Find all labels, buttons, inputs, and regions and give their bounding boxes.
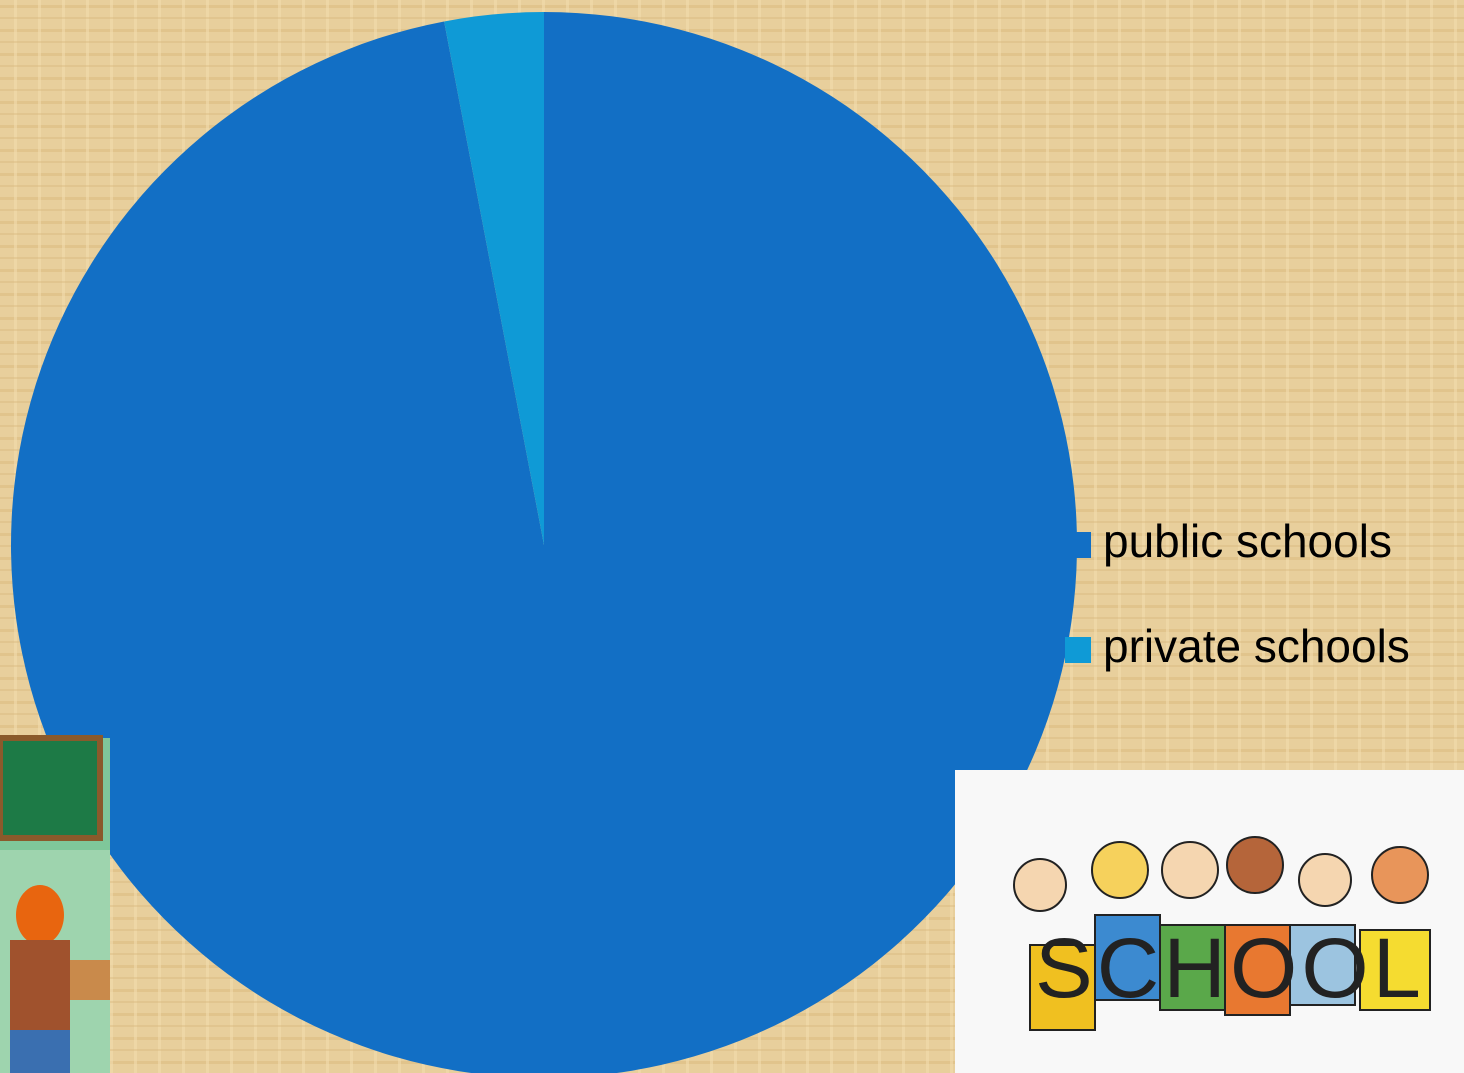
illustration-text: SCHOOL <box>1035 921 1425 1015</box>
legend-swatch <box>1065 532 1091 558</box>
legend: public schools private schools <box>1065 515 1410 672</box>
pie-slice <box>11 12 1077 1073</box>
legend-swatch <box>1065 637 1091 663</box>
legend-label: public schools <box>1103 515 1392 567</box>
legend-label: private schools <box>1103 620 1410 672</box>
school-illustration: SCHOOL <box>955 770 1464 1073</box>
pie <box>11 12 1077 1073</box>
pie-slice <box>444 12 544 545</box>
classroom-illustration <box>0 735 110 1073</box>
